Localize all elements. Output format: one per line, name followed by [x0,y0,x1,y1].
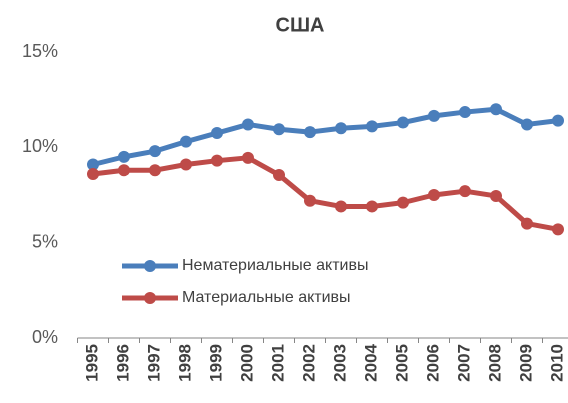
point-marker [180,135,192,148]
point-marker [273,168,285,181]
point-marker [521,118,533,131]
series-line [92,155,559,232]
point-marker [366,200,378,213]
point-marker [397,196,409,209]
point-marker [304,126,316,139]
x-tick-label: 2006 [423,344,442,382]
x-tick-label: 1998 [175,344,194,382]
point-marker [552,223,564,236]
point-marker [459,106,471,119]
point-marker [428,109,440,122]
point-marker [118,164,130,177]
point-marker [242,151,254,164]
point-marker [459,185,471,198]
point-marker [521,217,533,230]
x-tick-label: 1996 [113,344,132,382]
x-tick-label: 2010 [547,344,566,382]
y-tick-label: 10% [22,136,58,156]
point-marker [211,154,223,167]
y-tick-label: 0% [32,327,58,347]
legend-marker [144,260,156,272]
x-tick-label: 2004 [361,343,380,381]
point-marker [242,118,254,131]
x-tick-label: 2007 [454,344,473,382]
point-marker [149,145,161,158]
y-tick-label: 5% [32,231,58,251]
point-marker [87,158,99,171]
point-marker [335,200,347,213]
point-marker [397,116,409,129]
point-marker [335,122,347,135]
point-marker [87,168,99,181]
x-tick-label: 2009 [516,344,535,382]
point-marker [149,164,161,177]
point-marker [428,189,440,201]
point-marker [366,120,378,133]
legend-label: Нематериальные активы [182,257,368,274]
point-marker [304,194,316,207]
legend-marker [144,292,156,304]
point-marker [490,103,502,116]
chart-title: США [276,14,325,36]
point-marker [273,123,285,136]
legend-label: Материальные активы [182,289,351,306]
point-marker [490,189,502,202]
y-tick-label: 15% [22,41,58,61]
x-tick-label: 2001 [268,344,287,382]
point-marker [211,127,223,140]
x-tick-label: 2008 [485,344,504,382]
x-tick-label: 1995 [82,344,101,382]
x-tick-label: 2002 [299,344,318,382]
x-tick-label: 2003 [330,344,349,382]
x-tick-label: 2005 [392,344,411,382]
x-tick-label: 1997 [144,344,163,382]
series-line [92,106,559,167]
x-tick-label: 1999 [206,344,225,382]
point-marker [180,158,192,171]
point-marker [552,114,564,127]
point-marker [118,150,130,163]
x-tick-label: 2000 [237,344,256,382]
